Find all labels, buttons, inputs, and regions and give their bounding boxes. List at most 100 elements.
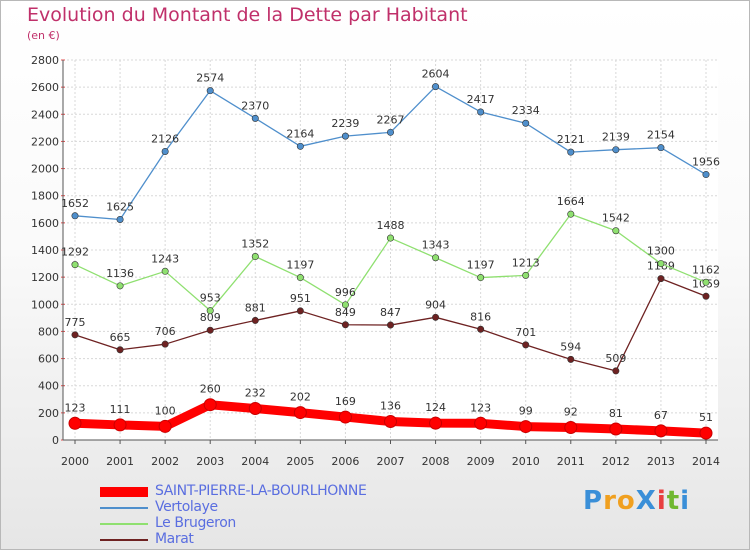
legend-item: Marat [100,531,420,548]
legend-label: Vertolaye [155,499,218,515]
logo-letter: t [666,486,681,516]
data-point-2 [522,271,530,279]
data-point-3 [161,340,169,348]
data-point-1 [477,108,485,116]
data-point-1 [116,215,124,223]
legend-swatch [100,487,148,497]
legend-item: Vertolaye [100,499,420,516]
logo-letter: i [656,486,667,516]
y-tick-label: 2200 [31,135,59,148]
data-label-3: 847 [380,306,401,319]
data-point-2 [251,253,259,261]
data-label-3: 706 [155,325,176,338]
data-label-3: 904 [425,298,446,311]
data-point-3 [612,367,620,375]
proxiti-logo: ProXiti [583,486,690,516]
data-label-3: 509 [605,352,626,365]
data-label-0: 123 [470,401,491,414]
y-tick-label: 2000 [31,163,59,176]
data-label-2: 1136 [106,267,134,280]
legend-label: SAINT-PIERRE-LA-BOURLHONNE [155,483,367,499]
data-label-0: 136 [380,400,401,413]
y-tick-label: 1400 [31,244,59,257]
data-label-0: 111 [110,403,131,416]
data-point-1 [522,119,530,127]
data-point-1 [296,142,304,150]
data-label-3: 665 [110,331,131,344]
data-label-1: 1956 [692,156,720,169]
data-point-1 [567,148,575,156]
data-point-2 [161,267,169,275]
data-label-2: 1542 [602,212,630,225]
x-tick-label: 2002 [151,455,179,468]
y-tick-label: 1000 [31,298,59,311]
x-tick-label: 2007 [377,455,405,468]
data-point-0 [429,416,443,430]
data-label-2: 996 [335,286,356,299]
data-label-2: 1162 [692,263,720,276]
y-tick-label: 2600 [31,81,59,94]
x-tick-label: 2014 [692,455,720,468]
data-point-1 [386,128,394,136]
data-label-2: 1488 [377,219,405,232]
data-point-3 [522,341,530,349]
data-label-1: 2126 [151,132,179,145]
logo-letter: o [616,486,636,516]
data-label-0: 202 [290,391,311,404]
data-label-2: 1343 [422,239,450,252]
y-tick-label: 200 [38,407,59,420]
data-label-3: 809 [200,311,221,324]
data-point-0 [293,406,307,420]
logo-letter: r [603,486,617,516]
data-point-3 [341,321,349,329]
data-point-3 [477,325,485,333]
data-label-0: 67 [654,409,668,422]
x-tick-label: 2009 [467,455,495,468]
data-label-3: 701 [515,326,536,339]
data-point-1 [612,146,620,154]
data-point-3 [296,307,304,315]
data-label-2: 1352 [241,238,269,251]
data-label-1: 2139 [602,131,630,144]
logo-letter: P [583,486,604,516]
y-tick-label: 600 [38,353,59,366]
x-tick-label: 2004 [241,455,269,468]
data-label-3: 951 [290,292,311,305]
legend-swatch [100,523,148,525]
data-point-0 [248,402,262,416]
data-point-2 [386,234,394,242]
data-label-0: 51 [699,411,713,424]
data-point-0 [474,416,488,430]
x-tick-label: 2003 [196,455,224,468]
data-point-2 [432,254,440,262]
x-tick-label: 2000 [61,455,89,468]
data-label-0: 124 [425,401,446,414]
data-point-2 [702,278,710,286]
data-label-3: 849 [335,306,356,319]
data-point-0 [203,398,217,412]
logo-letter: X [635,486,657,516]
data-label-2: 1213 [512,256,540,269]
y-tick-label: 800 [38,325,59,338]
data-label-0: 260 [200,383,221,396]
data-label-2: 1664 [557,195,585,208]
data-point-3 [251,316,259,324]
data-label-0: 99 [519,405,533,418]
data-point-3 [567,355,575,363]
legend-swatch [100,539,148,541]
y-tick-label: 1600 [31,217,59,230]
data-point-3 [702,292,710,300]
y-tick-label: 0 [52,434,59,447]
data-label-1: 2154 [647,129,675,142]
x-tick-label: 2006 [331,455,359,468]
data-label-0: 92 [564,406,578,419]
x-tick-label: 2008 [422,455,450,468]
data-label-0: 232 [245,387,266,400]
chart-subtitle: (en €) [27,29,60,42]
y-tick-label: 400 [38,380,59,393]
data-point-0 [113,418,127,432]
data-point-2 [71,261,79,269]
data-label-1: 2267 [377,113,405,126]
x-tick-label: 2011 [557,455,585,468]
